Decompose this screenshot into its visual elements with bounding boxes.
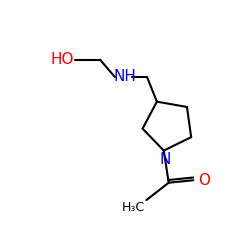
Text: N: N: [159, 152, 171, 167]
Text: NH: NH: [113, 70, 136, 84]
Text: HO: HO: [50, 52, 74, 67]
Text: H₃C: H₃C: [122, 201, 145, 214]
Text: O: O: [198, 173, 210, 188]
